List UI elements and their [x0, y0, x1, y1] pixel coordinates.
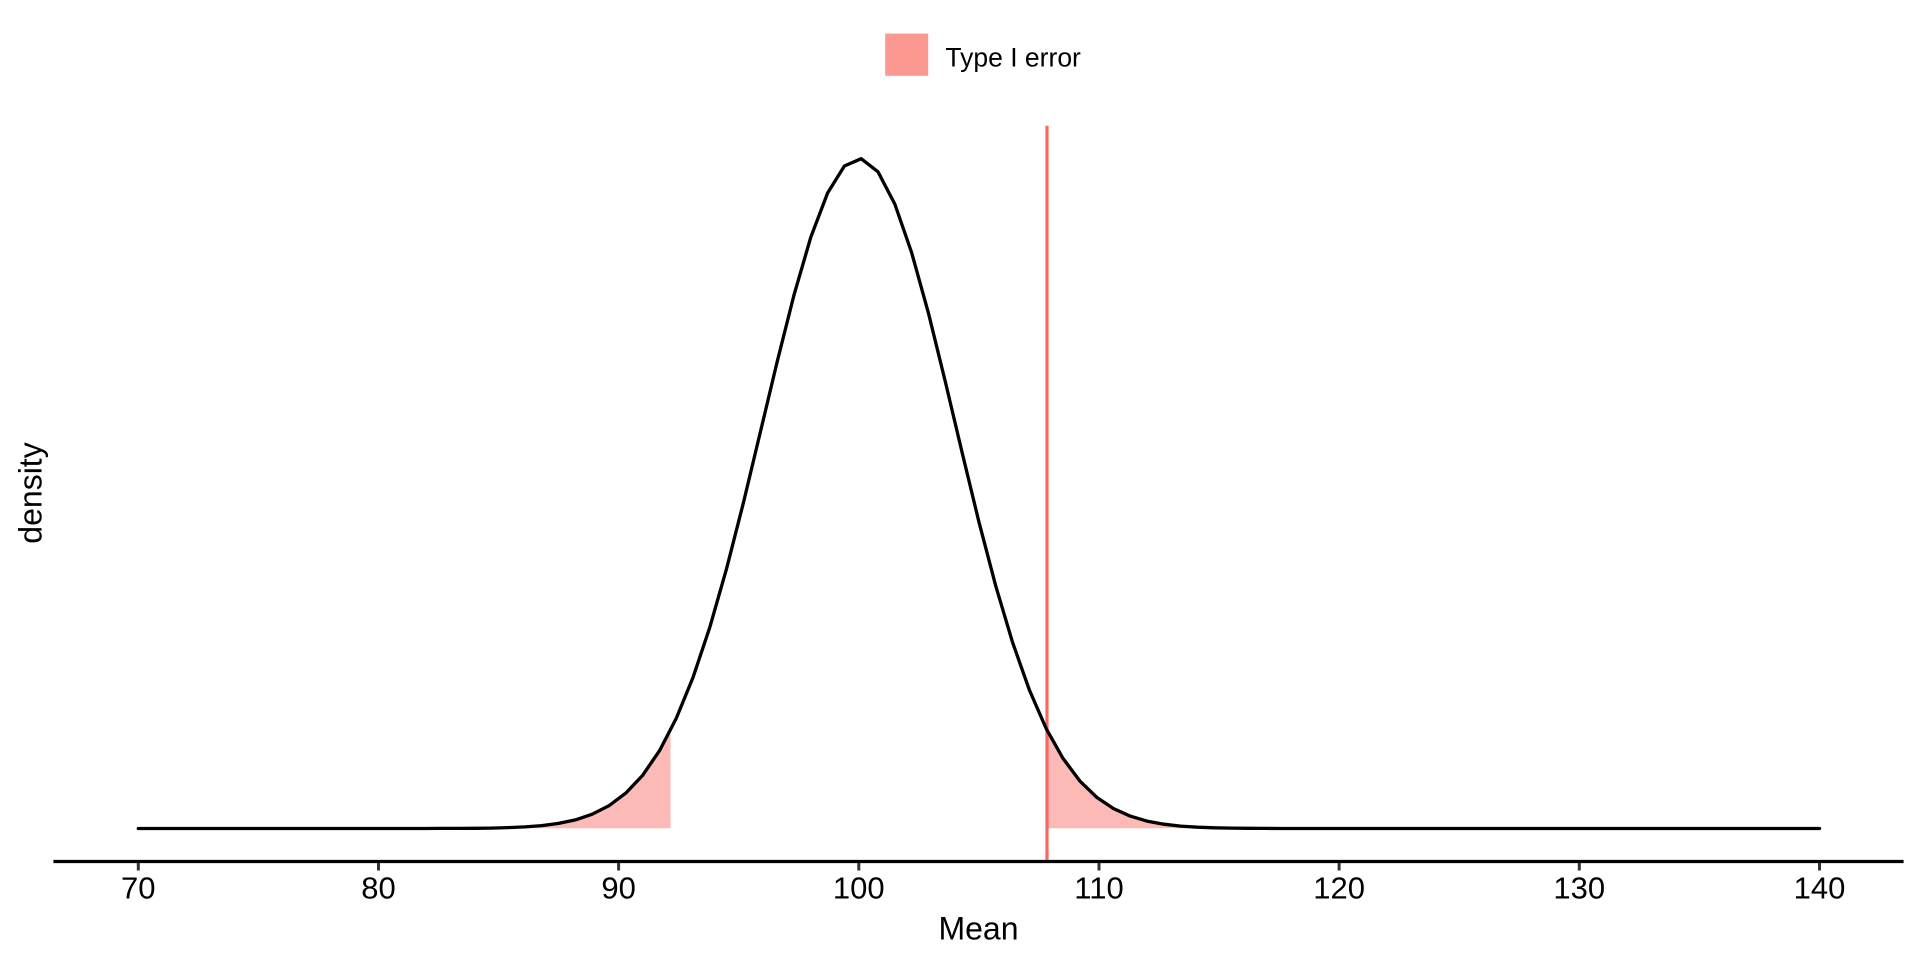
svg-text:Mean: Mean: [938, 911, 1018, 947]
svg-text:90: 90: [601, 871, 635, 906]
svg-text:80: 80: [361, 871, 395, 906]
svg-text:130: 130: [1553, 871, 1605, 906]
svg-text:70: 70: [121, 871, 155, 906]
svg-text:120: 120: [1313, 871, 1365, 906]
svg-text:Type I error: Type I error: [945, 42, 1081, 72]
svg-text:100: 100: [833, 871, 885, 906]
svg-text:110: 110: [1074, 871, 1123, 906]
svg-text:density: density: [13, 442, 49, 543]
svg-text:140: 140: [1794, 871, 1846, 906]
